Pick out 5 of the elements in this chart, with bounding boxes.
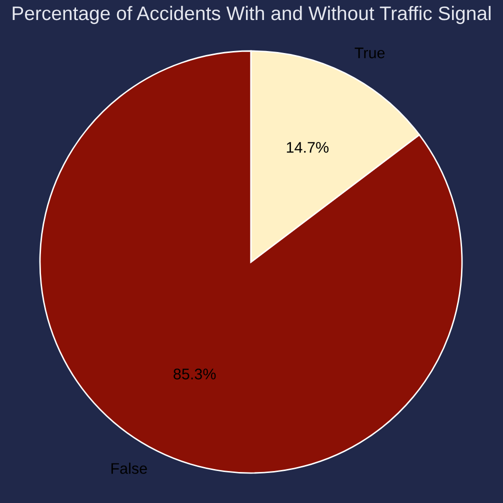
slice-label: False — [111, 462, 147, 474]
slice-label: True — [354, 48, 385, 58]
chart-title: Percentage of Accidents With and Without Traffic Signal — [12, 6, 491, 24]
data-label: 14.7% — [286, 142, 329, 153]
data-label: 85.3% — [174, 368, 216, 380]
